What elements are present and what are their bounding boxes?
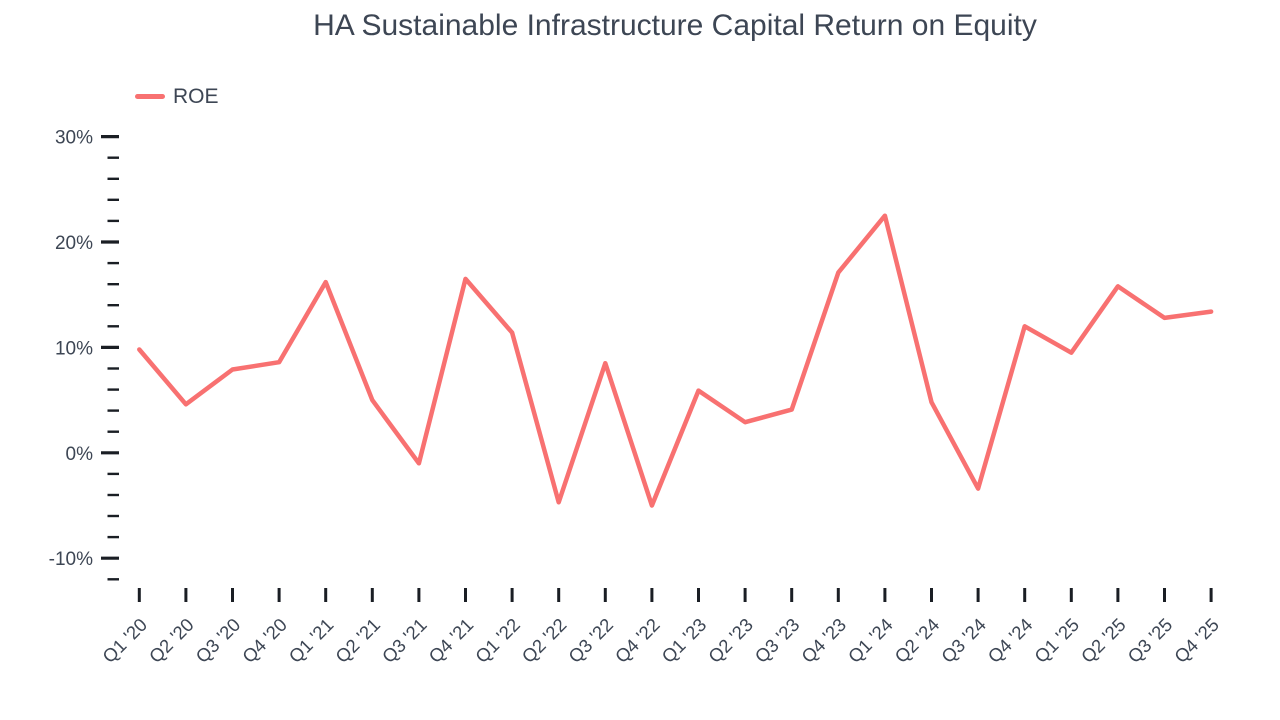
x-tick-label: Q3 '20 <box>191 614 244 667</box>
x-tick-label: Q2 '23 <box>704 614 757 667</box>
x-tick-label: Q2 '21 <box>331 614 384 667</box>
x-tick-label: Q1 '24 <box>844 614 897 667</box>
x-tick-label: Q4 '22 <box>611 614 664 667</box>
y-tick-label: 0% <box>66 444 94 465</box>
x-tick-label: Q3 '21 <box>378 614 431 667</box>
y-tick-label: -10% <box>49 549 93 570</box>
x-tick-label: Q4 '23 <box>797 614 850 667</box>
x-tick-label: Q1 '20 <box>98 614 151 667</box>
x-tick-label: Q1 '21 <box>285 614 338 667</box>
x-tick-label: Q3 '22 <box>564 614 617 667</box>
x-tick-label: Q2 '24 <box>890 614 943 667</box>
x-tick-label: Q1 '25 <box>1030 614 1083 667</box>
x-tick-label: Q3 '24 <box>937 614 990 667</box>
x-tick-label: Q3 '25 <box>1123 614 1176 667</box>
x-tick-label: Q2 '22 <box>518 614 571 667</box>
legend-label-roe: ROE <box>173 85 219 108</box>
x-tick-label: Q2 '25 <box>1077 614 1130 667</box>
x-tick-label: Q1 '23 <box>657 614 710 667</box>
x-tick-label: Q4 '21 <box>424 614 477 667</box>
x-tick-label: Q3 '23 <box>751 614 804 667</box>
y-tick-label: 20% <box>55 233 93 254</box>
x-tick-label: Q2 '20 <box>145 614 198 667</box>
roe-line <box>137 213 1214 508</box>
chart-title: HA Sustainable Infrastructure Capital Re… <box>313 9 1037 42</box>
legend-line-swatch <box>135 94 165 99</box>
legend: ROE <box>135 86 219 107</box>
y-tick-label: 10% <box>55 338 93 359</box>
x-tick-label: Q4 '20 <box>238 614 291 667</box>
x-tick-label: Q4 '25 <box>1170 614 1223 667</box>
x-tick-label: Q1 '22 <box>471 614 524 667</box>
x-tick-label: Q4 '24 <box>984 614 1037 667</box>
y-tick-label: 30% <box>55 128 93 149</box>
